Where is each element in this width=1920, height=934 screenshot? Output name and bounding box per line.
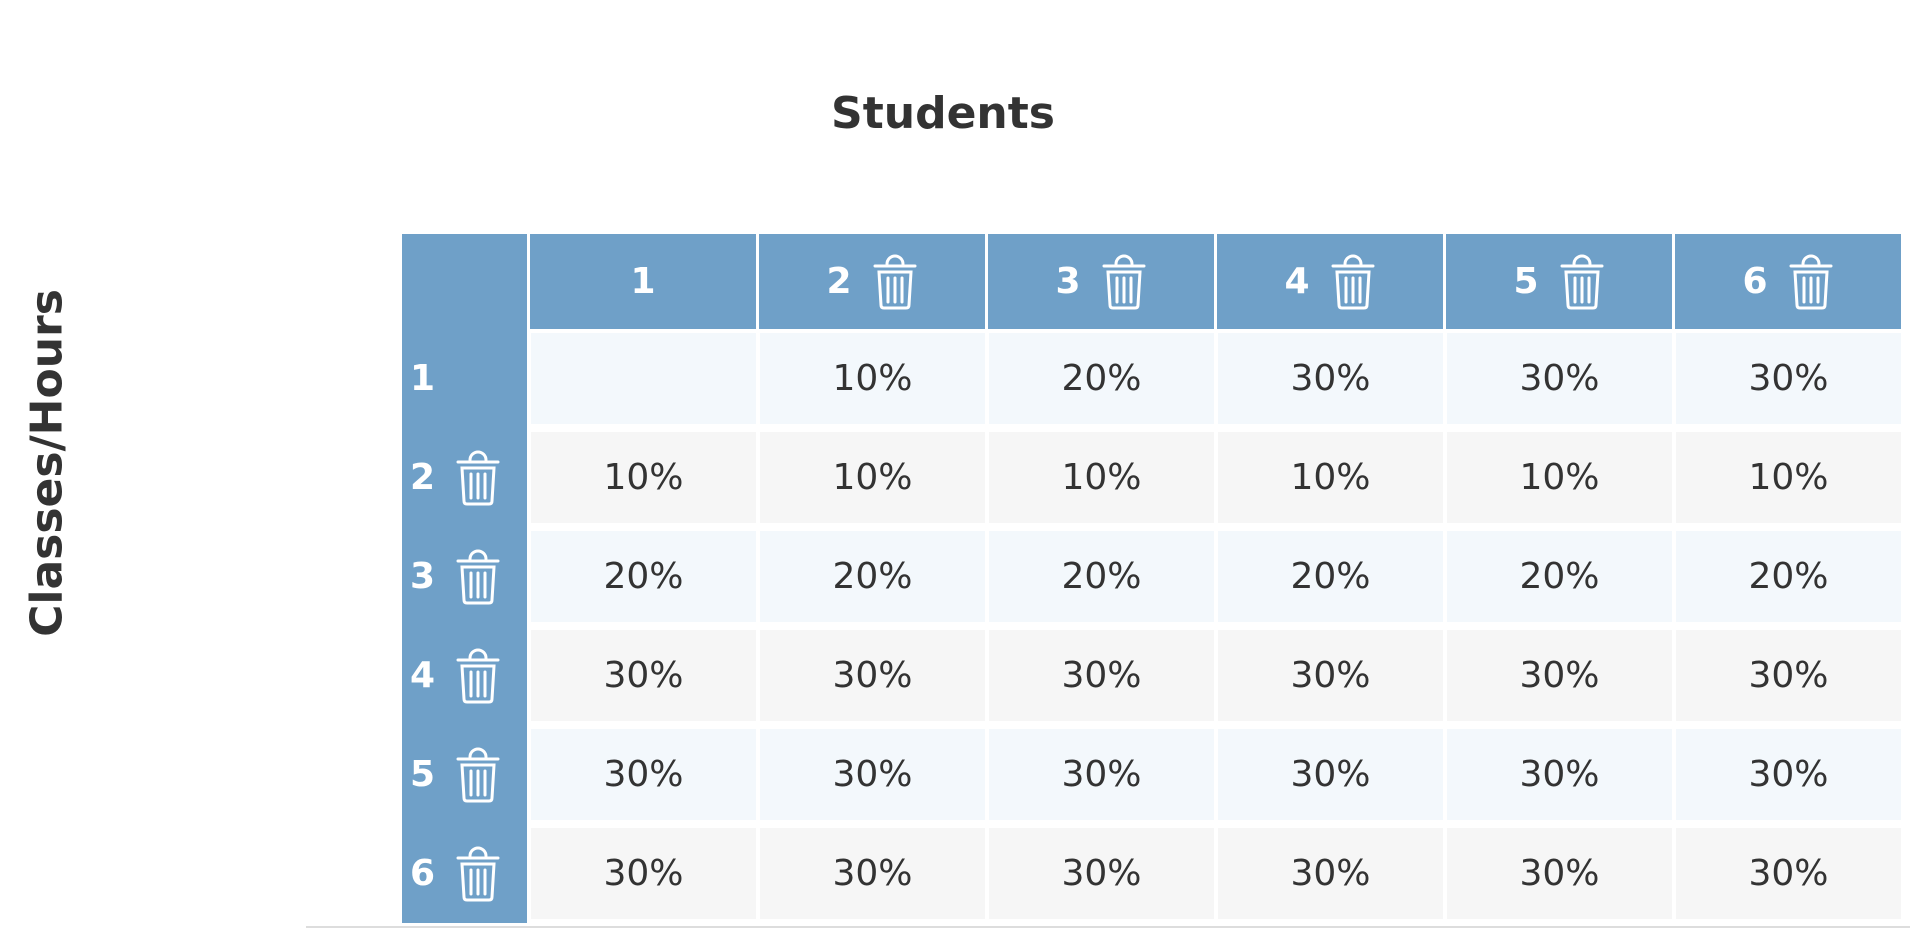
row-header: 2 [402,428,527,527]
value-cell [527,329,756,428]
column-header-label: 3 [1055,261,1081,302]
delete-icon[interactable] [1101,253,1147,311]
value-cell: 30% [1214,725,1443,824]
row-header: 5 [402,725,527,824]
value-cell: 10% [756,428,985,527]
row-header: 4 [402,626,527,725]
row-header-label: 6 [410,853,436,894]
value-cell: 30% [756,725,985,824]
value-cell: 10% [756,329,985,428]
row-header-label: 1 [410,358,436,399]
value-cell: 20% [985,527,1214,626]
row-header-label: 4 [410,655,436,696]
row-header: 6 [402,824,527,923]
value-cell: 30% [1672,824,1901,923]
value-cell: 30% [756,626,985,725]
column-header-label: 5 [1513,261,1539,302]
delete-icon[interactable] [1788,253,1834,311]
row-header: 3 [402,527,527,626]
delete-icon[interactable] [455,845,501,903]
row-header-label: 3 [410,556,436,597]
matrix-table: 1 2 3 4 5 6 1 10% 20% 30% 30% 30% 2 10% 10% 10% 10% 10% 10… [402,234,1901,923]
delete-icon[interactable] [872,253,918,311]
value-cell: 10% [985,428,1214,527]
value-cell: 20% [527,527,756,626]
delete-icon[interactable] [1330,253,1376,311]
column-header: 2 [756,234,985,329]
value-cell: 30% [1443,626,1672,725]
value-cell: 30% [1443,824,1672,923]
value-cell: 20% [985,329,1214,428]
value-cell: 30% [1443,329,1672,428]
value-cell: 30% [756,824,985,923]
value-cell: 30% [1214,626,1443,725]
value-cell: 30% [985,626,1214,725]
value-cell: 10% [1214,428,1443,527]
value-cell: 30% [527,824,756,923]
value-cell: 30% [1214,824,1443,923]
column-header: 3 [985,234,1214,329]
value-cell: 20% [1672,527,1901,626]
value-cell: 30% [1443,725,1672,824]
row-header: 1 [402,329,527,428]
baseline [306,926,1910,928]
column-header-label: 1 [630,261,656,302]
delete-icon[interactable] [455,548,501,606]
row-axis-label: Classes/Hours [21,289,73,637]
value-cell: 30% [1672,725,1901,824]
column-header-label: 6 [1742,261,1768,302]
value-cell: 30% [527,626,756,725]
corner-cell [402,234,527,329]
column-header: 6 [1672,234,1901,329]
value-cell: 30% [985,824,1214,923]
delete-icon[interactable] [455,746,501,804]
row-header-label: 2 [410,457,436,498]
value-cell: 30% [1672,329,1901,428]
column-header-label: 4 [1284,261,1310,302]
value-cell: 10% [527,428,756,527]
column-header-label: 2 [826,261,852,302]
value-cell: 20% [756,527,985,626]
value-cell: 30% [985,725,1214,824]
row-header-label: 5 [410,754,436,795]
value-cell: 10% [1443,428,1672,527]
value-cell: 30% [527,725,756,824]
value-cell: 30% [1672,626,1901,725]
column-header: 5 [1443,234,1672,329]
table-title: Students [831,88,1055,139]
delete-icon[interactable] [455,449,501,507]
value-cell: 20% [1214,527,1443,626]
value-cell: 20% [1443,527,1672,626]
column-header: 4 [1214,234,1443,329]
delete-icon[interactable] [455,647,501,705]
column-header: 1 [527,234,756,329]
delete-icon[interactable] [1559,253,1605,311]
value-cell: 10% [1672,428,1901,527]
value-cell: 30% [1214,329,1443,428]
